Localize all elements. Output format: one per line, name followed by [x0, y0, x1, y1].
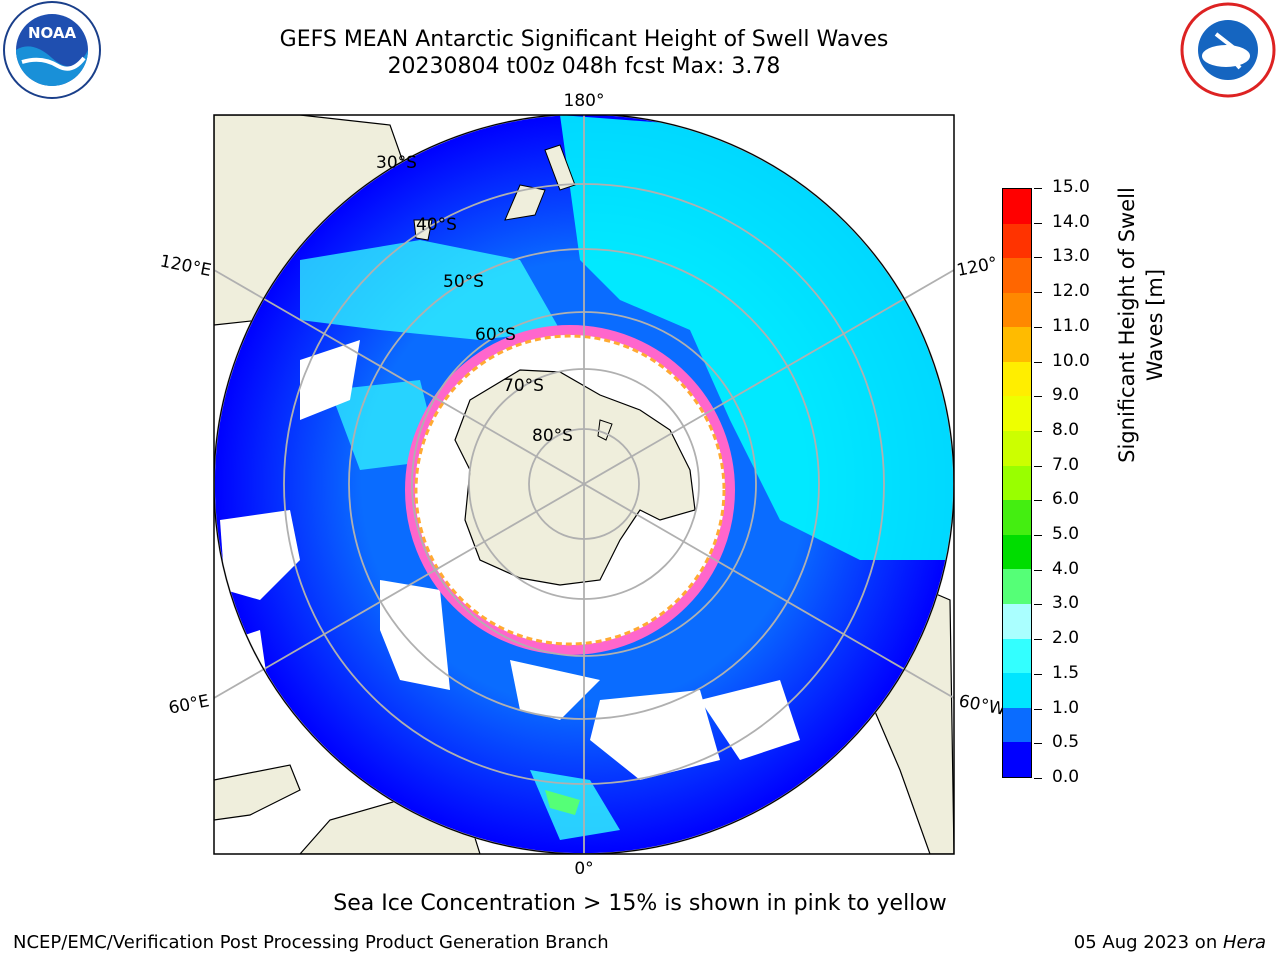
sea-ice-edge — [414, 334, 726, 646]
label-180: 180° — [564, 91, 605, 111]
colorbar-tick — [1034, 639, 1042, 641]
antarctica — [454, 369, 696, 586]
footer-date-text: 05 Aug 2023 on — [1073, 932, 1223, 953]
colorbar-tick-label: 13.0 — [1052, 246, 1090, 267]
sea-ice-note: Sea Ice Concentration > 15% is shown in … — [333, 891, 947, 916]
masked-area-1 — [220, 510, 300, 600]
colorbar-title-line1: Significant Height of Swell — [1115, 187, 1139, 463]
colorbar-tick — [1034, 396, 1042, 398]
colorbar-tick-label: 1.0 — [1052, 697, 1080, 718]
colorbar-tick — [1034, 535, 1042, 537]
label-120e: 120°E — [158, 251, 213, 280]
chart-subtitle: 20230804 t00z 048h fcst Max: 3.78 — [387, 54, 781, 79]
colorbar-title-line2: Waves [m] — [1143, 268, 1167, 382]
colorbar-segment — [1003, 223, 1031, 259]
colorbar-tick — [1034, 673, 1042, 675]
colorbar-tick — [1034, 569, 1042, 571]
map-frame — [213, 114, 955, 855]
masked-area-3 — [510, 660, 600, 720]
label-0: 0° — [574, 859, 593, 879]
colorbar-segment — [1003, 638, 1031, 674]
colorbar-segment — [1003, 361, 1031, 397]
colorbar-segment — [1003, 604, 1031, 639]
label-60e: 60°E — [167, 691, 211, 718]
colorbar-tick-label: 7.0 — [1052, 454, 1080, 475]
masked-area-5 — [300, 340, 360, 420]
colorbar-segment — [1003, 465, 1031, 501]
meridian-60e-120w — [214, 269, 954, 699]
colorbar-tick — [1034, 257, 1042, 259]
colorbar-tick-label: 15.0 — [1052, 177, 1090, 197]
colorbar-tick-label: 12.0 — [1052, 281, 1090, 302]
chart-title: GEFS MEAN Antarctic Significant Height o… — [279, 27, 889, 52]
colorbar-segment — [1003, 327, 1031, 362]
colorbar-tick-label: 0.0 — [1052, 767, 1080, 787]
label-60w: 60°W — [957, 691, 1007, 720]
swell-max-patch — [545, 790, 580, 815]
colorbar-tick — [1034, 708, 1042, 710]
colorbar-segment — [1003, 673, 1031, 708]
tasman-swell — [300, 240, 560, 340]
label-120w: 120° — [955, 253, 999, 280]
parallel-labels: 30°S 40°S 50°S 60°S 70°S 80°S — [376, 153, 573, 446]
colorbar-tick-label: 2.0 — [1052, 628, 1080, 649]
africa-tip-landmass — [214, 764, 301, 821]
colorbar-segment — [1003, 396, 1031, 432]
colorbar-tick-label: 4.0 — [1052, 558, 1080, 579]
colorbar-tick-label: 14.0 — [1052, 211, 1090, 232]
label-80s: 80°S — [532, 426, 573, 446]
nws-logo — [1180, 2, 1276, 98]
colorbar-tick — [1034, 604, 1042, 606]
colorbar-segment — [1003, 742, 1031, 777]
footer-date: 05 Aug 2023 on Hera — [1074, 932, 1266, 953]
label-40s: 40°S — [416, 215, 457, 235]
graticule — [214, 115, 954, 854]
colorbar-tick-label: 9.0 — [1052, 385, 1080, 406]
colorbar-tick-label: 5.0 — [1052, 524, 1080, 545]
colorbar-segment — [1003, 188, 1031, 224]
colorbar-segment — [1003, 431, 1031, 466]
colorbar-segment — [1003, 707, 1031, 743]
footer-credit: NCEP/EMC/Verification Post Processing Pr… — [13, 932, 609, 953]
colorbar-tick — [1034, 292, 1042, 294]
footer-machine: Hera — [1222, 932, 1266, 953]
colorbar-tick-label: 0.5 — [1052, 732, 1080, 753]
colorbar-tick — [1034, 430, 1042, 432]
colorbar-tick — [1034, 361, 1042, 363]
colorbar-tick — [1034, 326, 1042, 328]
label-70s: 70°S — [503, 376, 544, 396]
label-50s: 50°S — [443, 272, 484, 292]
colorbar-tick — [1034, 222, 1042, 224]
colorbar-tick-label: 8.0 — [1052, 419, 1080, 440]
colorbar-tick — [1034, 465, 1042, 467]
colorbar-tick-label: 1.5 — [1052, 662, 1080, 683]
label-30s: 30°S — [376, 153, 417, 173]
masked-area-4 — [590, 690, 720, 780]
colorbar — [1002, 188, 1032, 778]
colorbar-segment — [1003, 258, 1031, 293]
colorbar-segment — [1003, 292, 1031, 328]
colorbar-tick — [1034, 743, 1042, 745]
colorbar-tick-label: 10.0 — [1052, 350, 1090, 371]
colorbar-tick — [1034, 500, 1042, 502]
colorbar-title: Significant Height of Swell Waves [m] — [1113, 165, 1169, 485]
colorbar-tick-label: 3.0 — [1052, 593, 1080, 614]
colorbar-tick-label: 11.0 — [1052, 315, 1090, 336]
noaa-logo: NOAA — [3, 1, 101, 99]
colorbar-segment — [1003, 569, 1031, 605]
colorbar-tick — [1034, 188, 1042, 189]
label-60s: 60°S — [475, 325, 516, 345]
colorbar-tick — [1034, 778, 1042, 779]
colorbar-segment — [1003, 500, 1031, 535]
noaa-logo-text: NOAA — [28, 24, 77, 42]
masked-area-6 — [700, 680, 800, 760]
colorbar-tick-label: 6.0 — [1052, 489, 1080, 510]
colorbar-segment — [1003, 534, 1031, 570]
